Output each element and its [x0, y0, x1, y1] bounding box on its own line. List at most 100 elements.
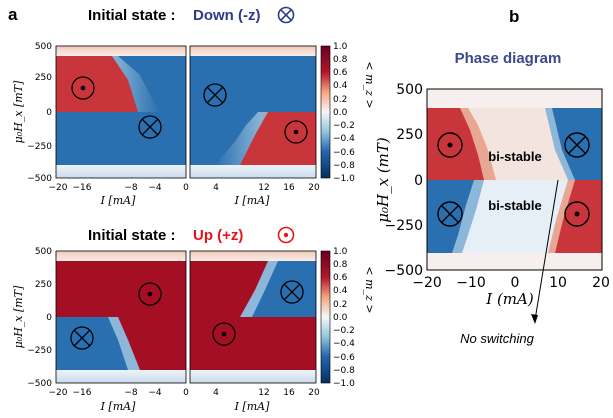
ytick: −500: [385, 263, 423, 279]
marker-up-dot-icon: [437, 132, 463, 158]
marker-up-dot-icon: [71, 76, 95, 100]
marker-down-cross-icon: [564, 132, 590, 158]
yticks-phase: 500 250 0 −250 −500: [385, 82, 423, 279]
title-bottom-state: Up (+z): [193, 227, 243, 244]
xtick: −4: [148, 183, 162, 193]
yticks-top: 500 250 0 −250 −500: [27, 42, 52, 184]
heatmap-bottom-right: [190, 251, 316, 383]
colorbar-label-bottom: < m_z >: [363, 266, 376, 313]
xlabel-bottom-right: I [mA]: [234, 400, 271, 413]
xtick: 12: [258, 388, 269, 398]
heatmap-bottom-left: [56, 251, 186, 383]
marker-up-dot-icon: [284, 120, 308, 144]
xtick: 20: [308, 388, 320, 398]
ytick: 250: [396, 127, 423, 143]
ytick: −250: [27, 142, 52, 152]
title-top-prefix: Initial state :: [88, 7, 176, 24]
panel-label-a: a: [8, 5, 18, 24]
colorbar-label-top: < m_z >: [363, 61, 376, 108]
xlabel-phase: I (mA): [485, 290, 534, 308]
cbar-tick: −1.0: [333, 379, 355, 389]
cbar-tick: 0.4: [333, 286, 348, 296]
xtick: 12: [258, 183, 269, 193]
ylabel-top: μ₀H_x [mT]: [12, 80, 25, 143]
colorbar-ticks-top: 1.0 0.8 0.6 0.4 0.2 0.0 −0.2 −0.4 −0.6 −…: [333, 42, 355, 184]
heatmap-phase: [427, 89, 602, 270]
cbar-tick: −0.6: [333, 353, 355, 363]
cbar-tick: 0.4: [333, 81, 348, 91]
ytick: −250: [385, 218, 423, 234]
heatmap-top-left: [56, 46, 186, 178]
ylabel-bottom: μ₀H_x [mT]: [12, 285, 25, 348]
xtick: −16: [73, 388, 92, 398]
marker-down-cross-icon: [280, 280, 304, 304]
marker-up-dot-icon: [212, 322, 236, 346]
cbar-tick: −0.2: [333, 326, 355, 336]
cbar-tick: −0.6: [333, 148, 355, 158]
ytick: 500: [396, 82, 423, 98]
title-bottom-prefix: Initial state :: [88, 227, 176, 244]
xtick: 20: [308, 183, 320, 193]
xtick: −20: [412, 275, 442, 291]
marker-up-dot-icon: [138, 282, 162, 306]
xtick: −8: [124, 183, 138, 193]
ytick: −500: [27, 379, 52, 389]
heatmap-top-right: [190, 46, 316, 178]
xtick: −20: [49, 388, 68, 398]
ytick: 250: [35, 280, 52, 290]
colorbar-bottom: [320, 250, 331, 384]
xtick: −4: [148, 388, 162, 398]
up-state-symbol-icon: [277, 226, 295, 244]
cbar-tick: −1.0: [333, 174, 355, 184]
cbar-tick: 1.0: [333, 42, 348, 52]
phase-title: Phase diagram: [455, 50, 562, 67]
xtick: 16: [283, 388, 295, 398]
cbar-tick: 0.8: [333, 260, 348, 270]
no-switching-label: No switching: [460, 331, 534, 346]
cbar-tick: −0.4: [333, 339, 355, 349]
xtick: −10: [456, 275, 486, 291]
cbar-tick: 0.6: [333, 273, 348, 283]
cbar-tick: −0.4: [333, 134, 355, 144]
panel-label-b: b: [509, 7, 519, 26]
colorbar-top: [320, 45, 331, 179]
xticks-top: −20 −16 −8 −4 0 4 12 16 20: [49, 183, 320, 193]
ytick: 0: [46, 313, 52, 323]
xtick: 4: [213, 183, 219, 193]
xtick: 0: [511, 275, 520, 291]
ylabel-phase: μ₀H_x (mT): [374, 137, 392, 223]
xtick: 0: [183, 388, 189, 398]
marker-up-dot-icon: [564, 201, 590, 227]
yticks-bottom: 500 250 0 −250 −500: [27, 247, 52, 389]
cbar-tick: 0.2: [333, 95, 347, 105]
bistable-label-top: bi-stable: [488, 149, 541, 164]
xtick: −8: [124, 388, 138, 398]
cbar-tick: −0.8: [333, 161, 355, 171]
xlabel-top-right: I [mA]: [234, 194, 271, 207]
colorbar-ticks-bottom: 1.0 0.8 0.6 0.4 0.2 0.0 −0.2 −0.4 −0.6 −…: [333, 247, 355, 389]
cbar-tick: −0.8: [333, 366, 355, 376]
cbar-tick: 1.0: [333, 247, 348, 257]
xlabel-bottom-left: I [mA]: [100, 400, 137, 413]
marker-down-cross-icon: [70, 326, 94, 350]
cbar-tick: 0.2: [333, 300, 347, 310]
cbar-tick: 0.0: [333, 108, 348, 118]
xticks-phase: −20 −10 0 10 20: [412, 275, 610, 291]
xtick: 4: [213, 388, 219, 398]
xticks-bottom: −20 −16 −8 −4 0 4 12 16 20: [49, 388, 320, 398]
marker-down-cross-icon: [203, 83, 227, 107]
xtick: −20: [49, 183, 68, 193]
marker-down-cross-icon: [138, 115, 162, 139]
ytick: −250: [27, 346, 52, 356]
title-top-state: Down (-z): [193, 7, 260, 24]
marker-down-cross-icon: [437, 201, 463, 227]
ytick: 250: [35, 73, 52, 83]
xtick: 16: [283, 183, 295, 193]
ytick: 500: [35, 247, 52, 257]
down-state-symbol-icon: [277, 6, 295, 24]
xtick: −16: [73, 183, 92, 193]
ytick: 500: [35, 42, 52, 52]
ytick: 0: [46, 108, 52, 118]
xlabel-top-left: I [mA]: [100, 194, 137, 207]
